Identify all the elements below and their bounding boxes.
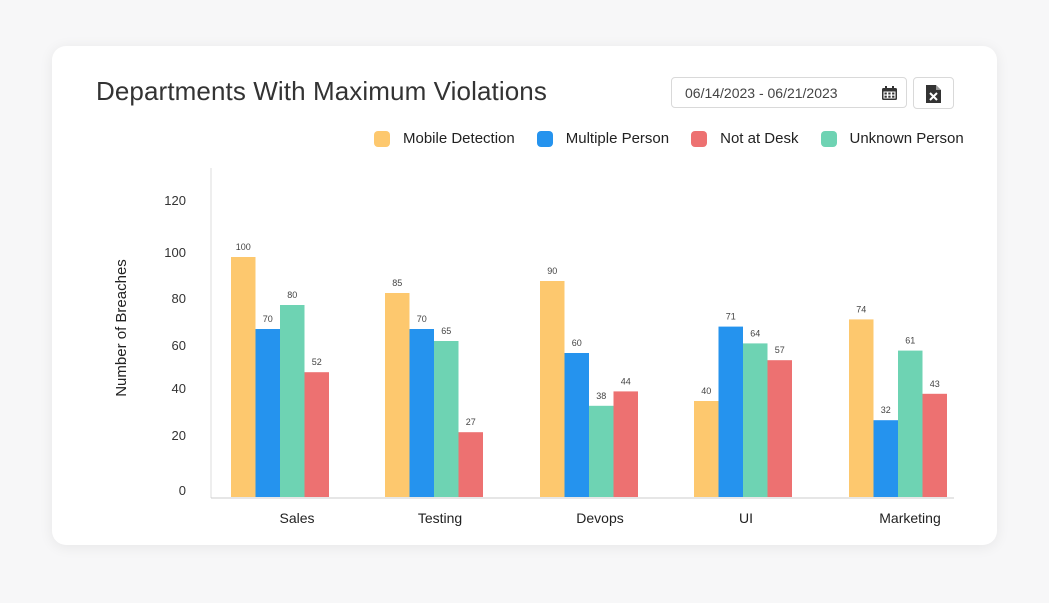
data-label: 43	[930, 379, 940, 389]
bar-not-at-desk	[767, 360, 792, 497]
data-label: 32	[881, 405, 891, 415]
chart-card	[52, 46, 997, 545]
bar-multiple-person	[873, 420, 898, 497]
data-label: 64	[750, 328, 760, 338]
legend-item[interactable]: Not at Desk	[691, 130, 799, 147]
legend-swatch	[536, 130, 553, 147]
page-title: Departments With Maximum Violations	[96, 76, 547, 106]
y-tick-label: 60	[172, 338, 186, 353]
bar-not-at-desk	[922, 393, 947, 497]
data-label: 100	[236, 242, 251, 252]
bar-mobile-detection	[849, 319, 874, 497]
y-tick-label: 100	[164, 245, 186, 260]
data-label: 38	[596, 391, 606, 401]
calendar-icon[interactable]	[882, 86, 897, 100]
bar-mobile-detection	[694, 401, 719, 497]
legend-swatch	[374, 130, 390, 147]
export-excel-button[interactable]	[913, 77, 954, 109]
x-tick-label: Devops	[576, 510, 623, 526]
data-label: 27	[466, 417, 476, 427]
bar-unknown-person	[434, 341, 459, 497]
bar-not-at-desk	[458, 432, 483, 497]
y-tick-label: 20	[172, 428, 186, 443]
bar-unknown-person	[743, 343, 768, 497]
x-tick-label: Testing	[418, 510, 462, 526]
bar-multiple-person	[255, 329, 280, 497]
x-tick-label: Sales	[279, 510, 314, 526]
bar-mobile-detection	[385, 293, 410, 497]
legend-label: Not at Desk	[720, 130, 799, 147]
data-label: 85	[392, 278, 402, 288]
bar-multiple-person	[564, 353, 589, 497]
data-label: 40	[701, 386, 711, 396]
legend-label: Mobile Detection	[403, 130, 515, 147]
y-tick-label: 0	[179, 483, 186, 498]
bar-unknown-person	[898, 350, 923, 497]
bar-unknown-person	[280, 305, 305, 497]
legend-item[interactable]: Multiple Person	[536, 130, 670, 147]
y-axis-title: Number of Breaches	[113, 259, 130, 397]
date-range-picker[interactable]: 06/14/2023 - 06/21/2023	[671, 77, 907, 108]
bar-multiple-person	[718, 326, 743, 497]
legend-swatch	[691, 130, 708, 147]
y-tick-label: 40	[172, 381, 186, 396]
legend-swatch	[820, 130, 837, 147]
data-label: 65	[441, 326, 451, 336]
bar-multiple-person	[409, 329, 434, 497]
data-label: 70	[263, 314, 273, 324]
legend-item[interactable]: Mobile Detection	[374, 130, 515, 147]
data-label: 80	[287, 290, 297, 300]
data-label: 71	[726, 312, 736, 322]
data-label: 74	[856, 304, 866, 314]
data-label: 44	[621, 376, 631, 386]
x-tick-label: Marketing	[879, 510, 940, 526]
bar-unknown-person	[589, 405, 614, 497]
x-tick-label: UI	[739, 510, 753, 526]
data-label: 70	[417, 314, 427, 324]
bar-not-at-desk	[304, 372, 329, 497]
data-label: 61	[905, 336, 915, 346]
legend-label: Multiple Person	[565, 130, 670, 147]
data-label: 90	[547, 266, 557, 276]
bar-mobile-detection	[231, 257, 256, 497]
legend-item[interactable]: Unknown Person	[820, 130, 964, 147]
y-tick-label: 120	[164, 193, 186, 208]
legend-label: Unknown Person	[849, 130, 964, 147]
bar-mobile-detection	[540, 281, 565, 497]
bar-not-at-desk	[613, 391, 638, 497]
excel-file-icon	[926, 85, 941, 103]
data-label: 60	[572, 338, 582, 348]
chart-legend: Mobile Detection Multiple Person Not at De…	[374, 130, 964, 147]
data-label: 57	[775, 345, 785, 355]
data-label: 52	[312, 357, 322, 367]
date-range-value: 06/14/2023 - 06/21/2023	[685, 85, 838, 101]
y-tick-label: 80	[172, 291, 186, 306]
